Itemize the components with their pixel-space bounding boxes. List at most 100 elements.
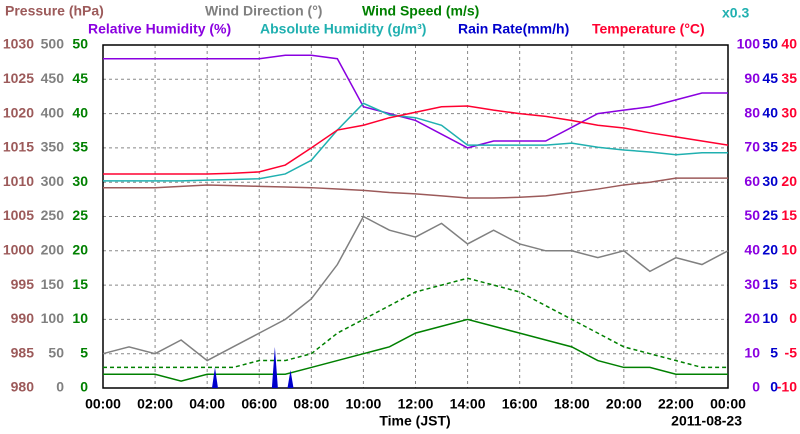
y-tick-label: 40: [781, 36, 797, 52]
legend-entry: Relative Humidity (%): [88, 21, 231, 37]
series-line: [103, 177, 728, 199]
y-tick-label: 5: [789, 276, 797, 292]
y-tick-label: 100: [41, 310, 65, 326]
y-tick-label: 985: [11, 344, 35, 360]
legend-entry: Temperature (°C): [592, 21, 705, 37]
y-tick-label: 35: [762, 139, 778, 155]
y-tick-label: 50: [72, 36, 88, 52]
y-tick-label: 1000: [3, 242, 34, 258]
x-tick-label: 08:00: [293, 396, 329, 412]
y-tick-label: 500: [41, 36, 65, 52]
y-tick-label: 200: [41, 242, 65, 258]
y-tick-label: 50: [744, 207, 760, 223]
y-tick-label: 15: [72, 276, 88, 292]
y-tick-label: 15: [762, 276, 778, 292]
y-tick-label: 60: [744, 173, 760, 189]
x-tick-label: 12:00: [398, 396, 434, 412]
y-tick-label: 100: [737, 36, 761, 52]
rain-spike: [211, 367, 218, 388]
y-tick-label: 45: [72, 70, 88, 86]
x-tick-label: 14:00: [450, 396, 486, 412]
y-tick-label: 995: [11, 276, 35, 292]
y-tick-label: 300: [41, 173, 65, 189]
y-tick-label: 50: [48, 344, 64, 360]
y-tick-label: 0: [56, 379, 64, 395]
rain-spike: [271, 346, 278, 388]
y-tick-label: 10: [781, 242, 797, 258]
y-tick-label: 0: [752, 379, 760, 395]
y-tick-label: 250: [41, 207, 65, 223]
y-tick-label: 20: [762, 242, 778, 258]
y-tick-label: 1020: [3, 104, 34, 120]
y-tick-label: 25: [762, 207, 778, 223]
x-tick-label: 04:00: [189, 396, 225, 412]
y-tick-label: 1005: [3, 207, 34, 223]
x-tick-label: 00:00: [710, 396, 746, 412]
y-tick-label: 25: [781, 139, 797, 155]
x-tick-label: 10:00: [346, 396, 382, 412]
x-axis-label: Time (JST): [379, 413, 450, 429]
y-tick-label: 10: [72, 310, 88, 326]
x-tick-label: 02:00: [137, 396, 173, 412]
y-tick-label: 30: [72, 173, 88, 189]
series-line: [103, 102, 728, 182]
y-tick-label: 20: [781, 173, 797, 189]
scale-note: x0.3: [722, 5, 749, 21]
y-tick-label: 400: [41, 104, 65, 120]
y-tick-label: 5: [80, 344, 88, 360]
x-tick-label: 22:00: [658, 396, 694, 412]
y-tick-label: 30: [744, 276, 760, 292]
y-tick-label: 5: [770, 344, 778, 360]
y-tick-label: 1015: [3, 139, 34, 155]
y-tick-label: 35: [781, 70, 797, 86]
y-tick-label: 80: [744, 104, 760, 120]
legend-entry: Wind Direction (°): [205, 3, 322, 19]
x-tick-label: 06:00: [241, 396, 277, 412]
y-tick-label: 1010: [3, 173, 34, 189]
y-tick-label: 0: [80, 379, 88, 395]
y-tick-label: 990: [11, 310, 35, 326]
y-tick-label: 20: [72, 242, 88, 258]
legend-entry: Wind Speed (m/s): [362, 3, 479, 19]
y-tick-label: 30: [762, 173, 778, 189]
y-tick-label: 350: [41, 139, 65, 155]
y-tick-label: 40: [72, 104, 88, 120]
y-tick-label: 40: [744, 242, 760, 258]
legend-entry: Pressure (hPa): [5, 3, 104, 19]
y-tick-label: 980: [11, 379, 35, 395]
y-tick-label: 70: [744, 139, 760, 155]
legend-entry: Rain Rate(mm/h): [458, 21, 569, 37]
y-tick-label: 10: [762, 310, 778, 326]
series-line: [103, 318, 728, 382]
y-tick-label: -5: [785, 344, 798, 360]
y-tick-label: 35: [72, 139, 88, 155]
y-tick-label: 90: [744, 70, 760, 86]
y-tick-label: 450: [41, 70, 65, 86]
y-tick-label: 45: [762, 70, 778, 86]
y-tick-label: 1030: [3, 36, 34, 52]
series-line: [103, 54, 728, 149]
y-tick-label: 30: [781, 104, 797, 120]
y-tick-label: 50: [762, 36, 778, 52]
y-tick-label: 150: [41, 276, 65, 292]
y-tick-label: 15: [781, 207, 797, 223]
rain-spike: [287, 370, 294, 388]
y-tick-label: 40: [762, 104, 778, 120]
y-tick-label: 0: [770, 379, 778, 395]
plot-frame: [102, 44, 729, 389]
y-tick-label: 25: [72, 207, 88, 223]
y-tick-label: -10: [777, 379, 797, 395]
y-tick-label: 10: [744, 344, 760, 360]
series-line: [103, 105, 729, 175]
date-label: 2011-08-23: [671, 413, 742, 429]
y-tick-label: 1025: [3, 70, 34, 86]
x-tick-label: 20:00: [606, 396, 642, 412]
x-tick-label: 00:00: [85, 396, 121, 412]
x-tick-label: 16:00: [502, 396, 538, 412]
x-tick-label: 18:00: [554, 396, 590, 412]
legend-entry: Absolute Humidity (g/m³): [260, 21, 426, 37]
y-tick-label: 0: [789, 310, 797, 326]
series-line: [103, 277, 728, 369]
y-tick-label: 20: [744, 310, 760, 326]
